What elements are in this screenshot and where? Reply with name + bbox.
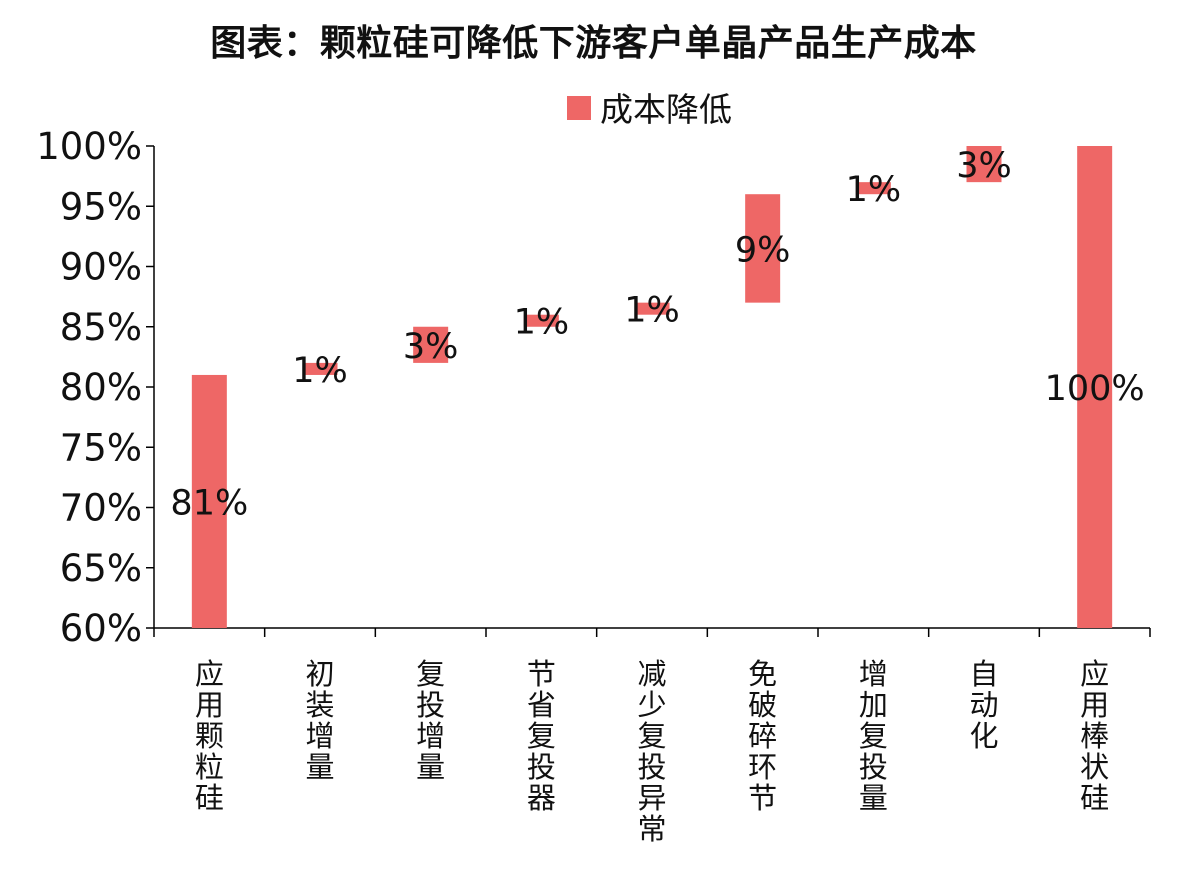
x-axis: [153, 627, 1151, 637]
category-label: 自动化: [969, 657, 998, 753]
y-tick-label: 95%: [60, 185, 142, 228]
data-label: 3%: [403, 327, 459, 367]
category-label: 节省复投器: [527, 657, 556, 815]
category-label: 减少复投异常: [637, 657, 666, 846]
data-label: 1%: [292, 351, 348, 391]
y-tick-label: 100%: [36, 125, 142, 168]
bar: [745, 194, 781, 303]
legend: 成本降低: [567, 90, 732, 129]
bar: [1077, 146, 1113, 628]
bars: [191, 146, 1113, 628]
category-label: 免破碎环节: [748, 657, 777, 815]
bar: [523, 314, 559, 327]
bar: [634, 302, 670, 315]
category-label: 初装增量: [305, 657, 334, 784]
bar: [966, 146, 1002, 183]
y-tick-label: 75%: [60, 426, 142, 469]
data-label: 1%: [846, 170, 902, 210]
category-label: 应用颗粒硅: [195, 657, 224, 815]
y-tick-label: 70%: [60, 487, 142, 530]
data-labels: 81% 1% 3% 1% 1% 9% 1% 3% 100%: [170, 146, 1144, 523]
chart-title: 图表：颗粒硅可降低下游客户单晶产品生产成本: [210, 23, 977, 64]
category-label: 复投增量: [416, 657, 445, 784]
data-label: 9%: [735, 230, 791, 270]
bar: [855, 182, 891, 195]
data-label: 1%: [624, 291, 680, 331]
y-tick-label: 60%: [60, 607, 142, 650]
y-tick-label: 90%: [60, 246, 142, 289]
data-label: 100%: [1045, 369, 1145, 409]
y-axis: 60% 65% 70% 75% 80% 85% 90% 95% 100%: [36, 125, 155, 650]
bar: [191, 374, 227, 628]
y-tick-label: 65%: [60, 547, 142, 590]
category-labels: 应用颗粒硅 初装增量 复投增量 节省复投器 减少复投异常 免破碎环节 增加复投量 自动化 应用棒…: [195, 657, 1109, 846]
y-tick-label: 80%: [60, 366, 142, 409]
y-tick-label: 85%: [60, 306, 142, 349]
data-label: 1%: [514, 303, 570, 343]
data-label: 81%: [170, 483, 248, 523]
bar: [302, 362, 338, 375]
data-label: 3%: [956, 146, 1012, 186]
bar: [413, 326, 449, 363]
category-label: 应用棒状硅: [1080, 657, 1109, 815]
legend-label: 成本降低: [600, 90, 732, 129]
legend-swatch: [567, 96, 591, 120]
category-label: 增加复投量: [859, 657, 888, 815]
